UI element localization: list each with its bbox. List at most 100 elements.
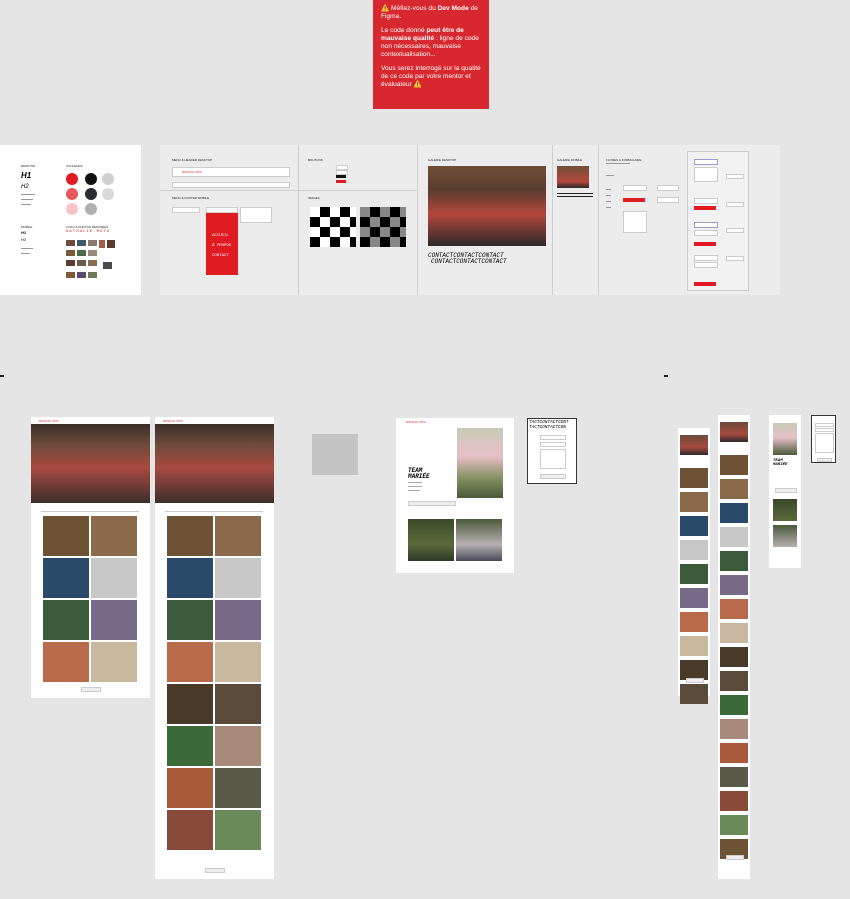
form-field[interactable] (657, 197, 679, 203)
menu-item-contact[interactable]: CONTACT (212, 254, 229, 258)
filter-select-active[interactable] (623, 198, 645, 202)
gallery-tile[interactable] (43, 600, 89, 640)
gallery-tile[interactable] (680, 684, 708, 704)
style-guide-frame[interactable]: DESKTOP H1 H2 MOBILE H1 H2 COULEURS LOGO… (0, 145, 141, 295)
form-field[interactable] (815, 423, 834, 427)
mobile-home-page-long[interactable] (718, 415, 750, 879)
form-field[interactable] (726, 228, 744, 233)
gallery-tile[interactable] (720, 575, 748, 595)
gallery-tile[interactable] (167, 558, 213, 598)
menu-item-accueil[interactable]: ACCUEIL (212, 234, 229, 238)
form-field[interactable] (540, 442, 566, 447)
form-field[interactable] (726, 202, 744, 207)
gallery-tile[interactable] (43, 558, 89, 598)
gallery-tile[interactable] (720, 695, 748, 715)
gallery-tile[interactable] (720, 503, 748, 523)
form-field[interactable] (694, 262, 718, 268)
gallery-tile[interactable] (720, 815, 748, 835)
gallery-tile[interactable] (680, 492, 708, 512)
filter-bar[interactable] (165, 511, 263, 512)
gallery-tile[interactable] (215, 810, 261, 850)
gallery-tile[interactable] (167, 768, 213, 808)
form-field[interactable] (694, 255, 718, 261)
filter-select[interactable] (623, 185, 647, 191)
mobile-menu-open[interactable]: ACCUEIL À PROPOS CONTACT (206, 213, 238, 275)
gallery-tile[interactable] (680, 516, 708, 536)
gallery-tile[interactable] (680, 468, 708, 488)
gallery-tile[interactable] (215, 642, 261, 682)
gallery-tile[interactable] (720, 479, 748, 499)
gallery-tile[interactable] (91, 600, 137, 640)
form-field-focused[interactable] (694, 159, 718, 165)
form-field-error[interactable] (694, 242, 716, 246)
gallery-tile[interactable] (215, 558, 261, 598)
gallery-tile[interactable] (680, 588, 708, 608)
submit-button[interactable] (540, 474, 566, 479)
form-field[interactable] (726, 174, 744, 179)
components-frame[interactable]: MENU & HEADER DESKTOP NATHALIE MOTO BOUT… (160, 145, 780, 295)
filter-bar[interactable] (41, 511, 139, 512)
form-field[interactable] (726, 256, 744, 261)
form-field[interactable] (815, 428, 834, 432)
load-more-button[interactable] (686, 678, 704, 683)
mobile-about-page[interactable]: TEAM MARIÉE (769, 415, 801, 568)
load-more-button[interactable] (726, 855, 744, 860)
gallery-tile[interactable] (215, 726, 261, 766)
gallery-tile[interactable] (720, 647, 748, 667)
gallery-tile[interactable] (91, 558, 137, 598)
gallery-tile[interactable] (680, 540, 708, 560)
gallery-tile[interactable] (720, 839, 748, 859)
load-more-button[interactable] (81, 687, 101, 692)
gallery-tile[interactable] (215, 684, 261, 724)
gallery-tile[interactable] (680, 660, 708, 680)
desktop-home-page[interactable]: NATHALIE MOTO (31, 417, 150, 698)
form-textarea[interactable] (694, 167, 718, 182)
gallery-tile[interactable] (720, 599, 748, 619)
form-field-error[interactable] (694, 206, 716, 210)
mobile-contact-page[interactable] (811, 415, 836, 463)
button-sample[interactable] (336, 170, 348, 175)
gallery-tile[interactable] (720, 623, 748, 643)
gallery-tile[interactable] (167, 600, 213, 640)
mobile-home-page[interactable] (678, 428, 710, 704)
gallery-tile[interactable] (720, 527, 748, 547)
gallery-tile[interactable] (215, 600, 261, 640)
gallery-tile[interactable] (680, 564, 708, 584)
submit-button[interactable] (817, 458, 832, 462)
gallery-tile[interactable] (167, 642, 213, 682)
form-field[interactable] (540, 435, 566, 440)
form-field[interactable] (694, 230, 718, 236)
about-button[interactable] (408, 501, 456, 506)
gallery-tile[interactable] (720, 671, 748, 691)
gallery-tile[interactable] (167, 684, 213, 724)
gallery-tile[interactable] (167, 810, 213, 850)
load-more-button[interactable] (205, 868, 225, 873)
button-sample[interactable] (336, 165, 348, 170)
gallery-tile[interactable] (680, 636, 708, 656)
form-field[interactable] (694, 198, 718, 204)
gallery-tile[interactable] (720, 455, 748, 475)
gallery-tile[interactable] (43, 516, 89, 556)
gallery-tile[interactable] (720, 767, 748, 787)
gallery-tile[interactable] (680, 612, 708, 632)
gallery-tile[interactable] (167, 726, 213, 766)
gallery-tile[interactable] (91, 516, 137, 556)
gallery-tile[interactable] (167, 516, 213, 556)
form-field[interactable] (657, 185, 679, 191)
filter-dropdown[interactable] (623, 211, 647, 233)
gallery-tile[interactable] (215, 768, 261, 808)
desktop-home-page-long[interactable]: NATHALIE MOTO (155, 417, 274, 879)
form-textarea[interactable] (815, 433, 834, 453)
gallery-tile[interactable] (720, 719, 748, 739)
gallery-tile[interactable] (43, 642, 89, 682)
form-textarea[interactable] (540, 449, 566, 469)
about-button[interactable] (775, 488, 797, 493)
button-sample-red[interactable] (336, 180, 346, 183)
gallery-tile[interactable] (720, 551, 748, 571)
form-field-focused[interactable] (694, 222, 718, 228)
gallery-tile[interactable] (91, 642, 137, 682)
contact-page[interactable]: TACTCONTACTCONT TACTCONTACTCON (527, 418, 577, 484)
menu-item-apropos[interactable]: À PROPOS (212, 244, 232, 248)
gallery-tile[interactable] (720, 743, 748, 763)
button-sample-active[interactable] (336, 175, 346, 178)
